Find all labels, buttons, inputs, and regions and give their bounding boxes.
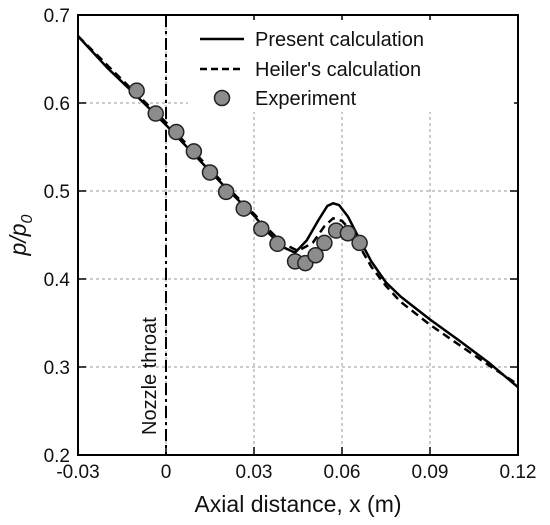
y-tick-label: 0.7 — [44, 6, 70, 27]
heiler-calculation-line — [77, 35, 519, 386]
experiment-point — [201, 164, 219, 181]
x-tick-label: 0.12 — [500, 462, 537, 483]
annotation-layer: Nozzle throat — [139, 15, 167, 455]
experiment-point — [351, 234, 368, 252]
x-tick-label: -0.03 — [56, 462, 99, 483]
experiment-point — [269, 235, 286, 253]
experiment-point — [217, 183, 235, 201]
experiment-point — [235, 200, 252, 217]
experiment-point — [339, 224, 357, 242]
experiment-point — [253, 220, 270, 238]
legend-swatch-experiment — [213, 89, 231, 107]
y-tick-label: 0.3 — [44, 358, 70, 379]
legend-box — [188, 20, 514, 112]
y-tick-label: 0.6 — [44, 94, 70, 115]
experiment-point — [307, 246, 324, 264]
series-layer — [77, 35, 519, 389]
plot-frame — [77, 14, 519, 456]
x-tick-label: 0.09 — [412, 462, 449, 483]
y-axis-title-main: p/p — [5, 223, 31, 256]
x-tick-label: 0 — [161, 462, 172, 483]
legend: Present calculation Heiler's calculation… — [188, 20, 514, 112]
experiment-point — [147, 105, 164, 122]
y-tick-label: 0.2 — [44, 446, 70, 467]
x-tick-label: 0.06 — [324, 462, 361, 483]
x-axis-title: Axial distance, x (m) — [194, 491, 401, 517]
y-axis-title-subscript: 0 — [19, 214, 36, 223]
legend-label-present: Present calculation — [255, 29, 424, 51]
experiment-point — [185, 143, 203, 160]
legend-label-experiment: Experiment — [255, 88, 357, 110]
legend-label-heiler: Heiler's calculation — [255, 59, 421, 81]
x-tick-label: 0.03 — [236, 462, 273, 483]
experiment-point — [168, 123, 185, 141]
y-tick-label: 0.5 — [44, 182, 70, 203]
ticks-layer: -0.03 0 0.03 0.06 0.09 0.12 0.2 0.3 0.4 0.5 0.6 0.7 — [44, 6, 537, 483]
y-tick-label: 0.4 — [44, 270, 71, 291]
nozzle-throat-label: Nozzle throat — [139, 317, 161, 435]
experiment-point — [316, 234, 333, 252]
experiment-point — [128, 82, 145, 99]
y-axis-title: p/p0 — [5, 214, 36, 256]
